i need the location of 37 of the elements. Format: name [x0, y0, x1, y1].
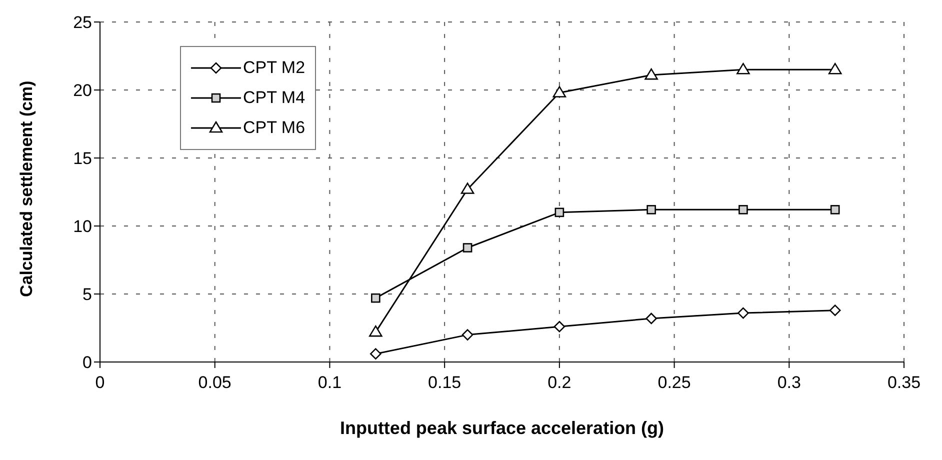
x-tick-label: 0.25	[658, 373, 691, 392]
point	[830, 205, 840, 214]
x-tick-label: 0	[95, 373, 105, 392]
point	[369, 325, 382, 337]
legend-label: CPT M6	[243, 118, 306, 138]
y-axis-title: Calculated settlement (cm)	[17, 80, 36, 297]
point	[738, 205, 748, 214]
point	[828, 62, 842, 74]
point	[646, 312, 657, 324]
point	[736, 62, 750, 74]
legend-label: CPT M4	[243, 88, 306, 108]
point	[371, 293, 380, 303]
legend-label: CPT M2	[243, 58, 306, 78]
y-tick-label: 15	[73, 149, 92, 168]
point	[646, 205, 656, 214]
y-tick-label: 20	[73, 81, 92, 100]
x-tick-label: 0.15	[428, 373, 462, 392]
x-tick-label: 0.3	[777, 373, 801, 392]
point	[554, 208, 564, 218]
point	[738, 307, 749, 319]
x-tick-label: 0.1	[318, 373, 342, 392]
point	[462, 243, 472, 252]
y-tick-label: 5	[82, 285, 92, 304]
point	[644, 68, 658, 80]
point	[552, 86, 566, 98]
point	[554, 320, 566, 332]
point	[460, 182, 474, 194]
point	[829, 304, 841, 316]
y-tick-label: 25	[73, 13, 92, 32]
x-tick-label: 0.05	[198, 373, 232, 392]
y-tick-label: 10	[73, 217, 92, 236]
x-tick-label: 0.35	[887, 373, 921, 392]
point	[462, 329, 474, 340]
x-axis-title: Inputted peak surface acceleration (g)	[340, 418, 664, 438]
y-tick-label: 0	[82, 353, 92, 372]
x-tick-label: 0.2	[548, 373, 572, 392]
point	[370, 348, 382, 360]
